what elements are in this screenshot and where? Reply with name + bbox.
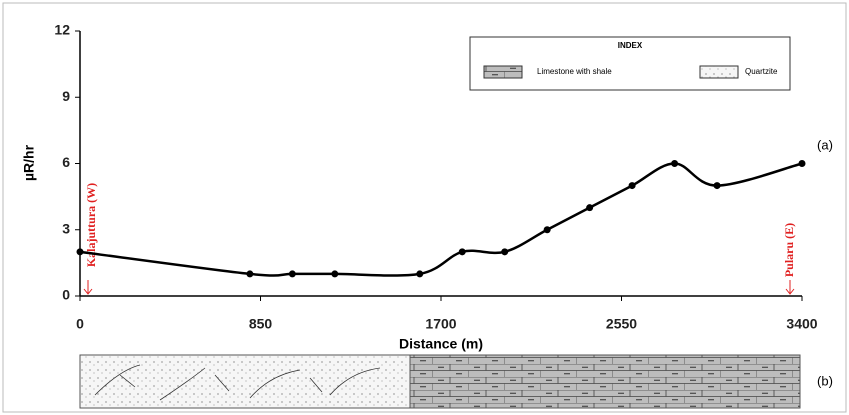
data-line <box>79 162 803 277</box>
data-point <box>458 248 466 256</box>
data-point <box>501 248 509 256</box>
data-point <box>331 270 339 278</box>
x-tick-label: 2550 <box>606 316 637 332</box>
data-point <box>246 270 254 278</box>
data-point <box>288 270 296 278</box>
y-tick-label: 9 <box>62 88 70 104</box>
arrow <box>785 280 795 295</box>
legend-item: Quartzite <box>745 67 778 76</box>
annotation: Kalajuttura (W) <box>84 183 98 267</box>
legend-title: INDEX <box>618 41 643 50</box>
y-tick-label: 3 <box>62 220 70 236</box>
legend-swatch <box>483 65 523 79</box>
y-tick-label: 12 <box>54 22 70 38</box>
limestone-strip <box>409 354 801 409</box>
x-tick-label: 0 <box>76 316 84 332</box>
data-point <box>671 160 679 167</box>
x-tick-label: 3400 <box>786 316 817 332</box>
data-point <box>416 270 424 278</box>
data-point <box>586 204 594 212</box>
legend-item: Limestone with shale <box>537 67 612 76</box>
annotation: Pularu (E) <box>782 223 796 277</box>
x-tick-label: 1700 <box>425 316 456 332</box>
panel-label: (b) <box>817 373 833 388</box>
data-point <box>798 160 806 167</box>
legend-swatch <box>699 65 739 79</box>
data-point <box>543 226 551 234</box>
data-point <box>628 182 636 190</box>
quartzite-texture <box>94 364 381 401</box>
panel-label: (a) <box>817 137 833 152</box>
x-axis-label: Distance (m) <box>399 336 483 352</box>
y-tick-label: 0 <box>62 287 70 303</box>
data-point <box>713 182 721 190</box>
quartzite-strip <box>79 354 411 409</box>
legend-box <box>469 36 791 91</box>
y-tick-label: 6 <box>62 154 70 170</box>
data-point <box>76 248 84 256</box>
y-axis-label: µR/hr <box>21 144 37 181</box>
arrow <box>83 280 93 295</box>
x-tick-label: 850 <box>249 316 273 332</box>
